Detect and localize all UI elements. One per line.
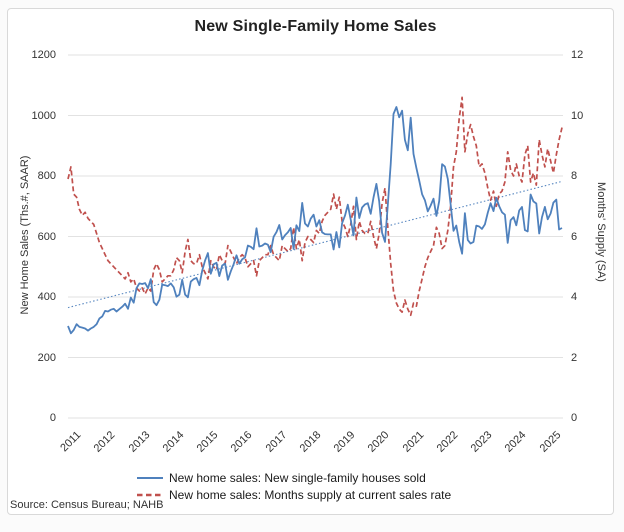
months-supply-line [67,96,563,317]
right-axis-tick-label: 6 [571,230,578,243]
legend-item-supply: New home sales: Months supply at current… [137,486,451,503]
left-axis-tick-label: 0 [49,412,56,424]
chart-title: New Single-Family Home Sales [194,18,437,35]
home-sales-line [67,106,563,335]
left-axis-tick-label: 400 [37,291,56,303]
legend-label-supply: New home sales: Months supply at current… [169,487,452,502]
legend-label-sales: New home sales: New single-family houses… [169,470,426,485]
sales-line-swatch-icon [137,476,163,479]
legend-item-sales: New home sales: New single-family houses… [137,469,451,486]
right-axis-tick-label: 0 [571,412,578,424]
right-axis-tick-label: 8 [571,170,578,182]
left-axis-tick-label: 800 [37,170,56,182]
left-axis-tick-label: 600 [37,230,56,243]
right-axis-tick-label: 4 [571,291,578,303]
left-axis-tick-label: 1200 [31,49,56,61]
legend: New home sales: New single-family houses… [137,469,451,503]
right-axis-title: Months' Supply (SA) [595,182,607,282]
right-axis-tick-label: 2 [571,351,578,364]
left-axis-tick-label: 200 [37,351,56,364]
supply-line-swatch-icon [137,493,163,496]
gridlines [68,54,563,419]
left-axis-title: New Home Sales (Ths.#, SAAR) [19,155,31,315]
source-note: Source: Census Bureau; NAHB [10,499,164,511]
right-axis-tick-label: 10 [571,109,584,122]
left-axis-tick-label: 1000 [31,109,56,122]
right-axis-tick-label: 12 [571,49,584,61]
